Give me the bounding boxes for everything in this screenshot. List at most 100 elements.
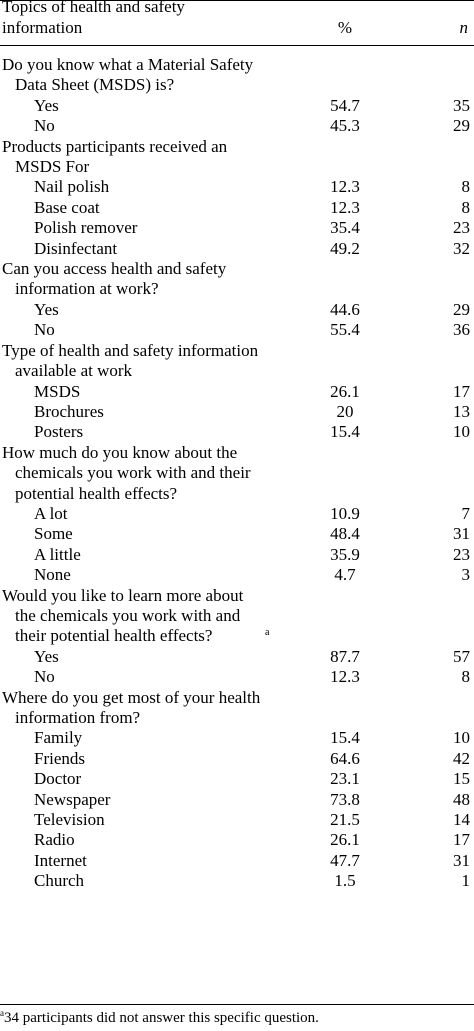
question-text: Do you know what a Material Safety Data … [2, 55, 254, 95]
option-percent: 12.3 [330, 177, 360, 197]
option-percent: 87.7 [330, 646, 360, 666]
option-row: Polish remover 35.4 23 [0, 218, 474, 238]
option-percent: 15.4 [330, 728, 360, 748]
option-row: MSDS 26.1 17 [0, 382, 474, 402]
option-row: A lot 10.9 7 [0, 504, 474, 524]
option-label: A lot [34, 503, 68, 523]
option-row: Newspaper 73.8 48 [0, 790, 474, 810]
option-label: No [34, 320, 55, 340]
option-percent: 54.7 [330, 95, 360, 115]
option-row: Television 21.5 14 [0, 810, 474, 830]
option-label: Yes [34, 95, 59, 115]
question-text: Type of health and safety information av… [2, 340, 259, 381]
option-row: Yes 87.7 57 [0, 647, 474, 667]
option-n: 8 [461, 667, 471, 687]
question-cell: How much do you know about the chemicals… [0, 443, 474, 504]
option-label: No [34, 667, 55, 687]
option-percent: 73.8 [330, 789, 360, 809]
option-label: Family [34, 728, 83, 748]
option-percent: 20 [336, 401, 354, 421]
question-row: Type of health and safety information av… [0, 341, 474, 382]
option-percent: 15.4 [330, 422, 360, 442]
option-label: Base coat [34, 197, 100, 217]
option-row: Some 48.4 31 [0, 524, 474, 544]
option-row: Disinfectant 49.2 32 [0, 239, 474, 259]
option-row: Base coat 12.3 8 [0, 198, 474, 218]
option-label: None [34, 565, 71, 585]
option-label: MSDS [34, 381, 81, 401]
option-percent: 4.7 [334, 565, 356, 585]
footnote: a34 participants did not answer this spe… [0, 1009, 319, 1027]
question-text: Can you access health and safety informa… [2, 259, 227, 299]
option-n: 23 [453, 218, 470, 238]
question-row: Do you know what a Material Safety Data … [0, 55, 474, 96]
option-n: 42 [453, 748, 470, 768]
question-text: Would you like to learn more about the c… [2, 585, 244, 646]
option-percent: 35.9 [330, 544, 360, 564]
option-percent: 12.3 [330, 197, 360, 217]
question-cell: Products participants received an MSDS F… [0, 137, 474, 178]
footnote-text: 34 participants did not answer this spec… [4, 1010, 319, 1026]
option-n: 35 [453, 95, 470, 115]
option-label: A little [34, 544, 81, 564]
option-row: Church 1.5 1 [0, 871, 474, 891]
option-row: No 45.3 29 [0, 116, 474, 136]
option-n: 31 [453, 850, 470, 870]
option-label: Friends [34, 748, 85, 768]
footer-rule [0, 1004, 474, 1005]
question-text: Products participants received an MSDS F… [2, 136, 228, 177]
question-cell: Would you like to learn more about the c… [0, 586, 474, 647]
option-percent: 48.4 [330, 524, 360, 544]
option-label: No [34, 116, 55, 136]
option-row: Yes 44.6 29 [0, 300, 474, 320]
option-row: Radio 26.1 17 [0, 830, 474, 850]
option-percent: 44.6 [330, 299, 360, 319]
table-header: Topics of health and safety information … [0, 0, 474, 44]
option-n: 10 [453, 728, 470, 748]
option-n: 15 [453, 769, 470, 789]
option-label: Nail polish [34, 177, 110, 197]
option-n: 29 [453, 299, 470, 319]
option-n: 36 [453, 320, 470, 340]
option-percent: 26.1 [330, 830, 360, 850]
option-n: 8 [461, 197, 471, 217]
option-label: Doctor [34, 769, 82, 789]
option-n: 31 [453, 524, 470, 544]
option-label: Church [34, 871, 85, 891]
option-row: Brochures 20 13 [0, 402, 474, 422]
option-row: Nail polish 12.3 8 [0, 177, 474, 197]
option-label: Disinfectant [34, 238, 118, 258]
question-row: Would you like to learn more about the c… [0, 586, 474, 647]
option-n: 1 [461, 871, 471, 891]
option-label: Yes [34, 299, 59, 319]
option-n: 8 [461, 177, 471, 197]
option-n: 23 [453, 544, 470, 564]
option-percent: 47.7 [330, 850, 360, 870]
question-cell: Where do you get most of your health inf… [0, 688, 474, 729]
option-row: Posters 15.4 10 [0, 422, 474, 442]
option-n: 57 [453, 646, 470, 666]
question-cell: Type of health and safety information av… [0, 341, 474, 382]
option-row: None 4.7 3 [0, 565, 474, 585]
option-percent: 45.3 [330, 116, 360, 136]
option-label: Internet [34, 850, 87, 870]
option-row: A little 35.9 23 [0, 545, 474, 565]
option-n: 13 [453, 401, 470, 421]
option-row: Internet 47.7 31 [0, 851, 474, 871]
question-text: How much do you know about the chemicals… [2, 442, 251, 503]
option-percent: 12.3 [330, 667, 360, 687]
option-row: Doctor 23.1 15 [0, 769, 474, 789]
option-n: 32 [453, 238, 470, 258]
option-label: Some [34, 524, 73, 544]
option-percent: 1.5 [334, 871, 356, 891]
header-topic: Topics of health and safety information [2, 0, 185, 37]
option-row: Friends 64.6 42 [0, 749, 474, 769]
option-row: No 12.3 8 [0, 667, 474, 687]
question-row: Where do you get most of your health inf… [0, 688, 474, 729]
option-row: Family 15.4 10 [0, 728, 474, 748]
option-label: Posters [34, 422, 84, 442]
footnote-mark: a [0, 1008, 4, 1018]
option-percent: 26.1 [330, 381, 360, 401]
option-percent: 55.4 [330, 320, 360, 340]
